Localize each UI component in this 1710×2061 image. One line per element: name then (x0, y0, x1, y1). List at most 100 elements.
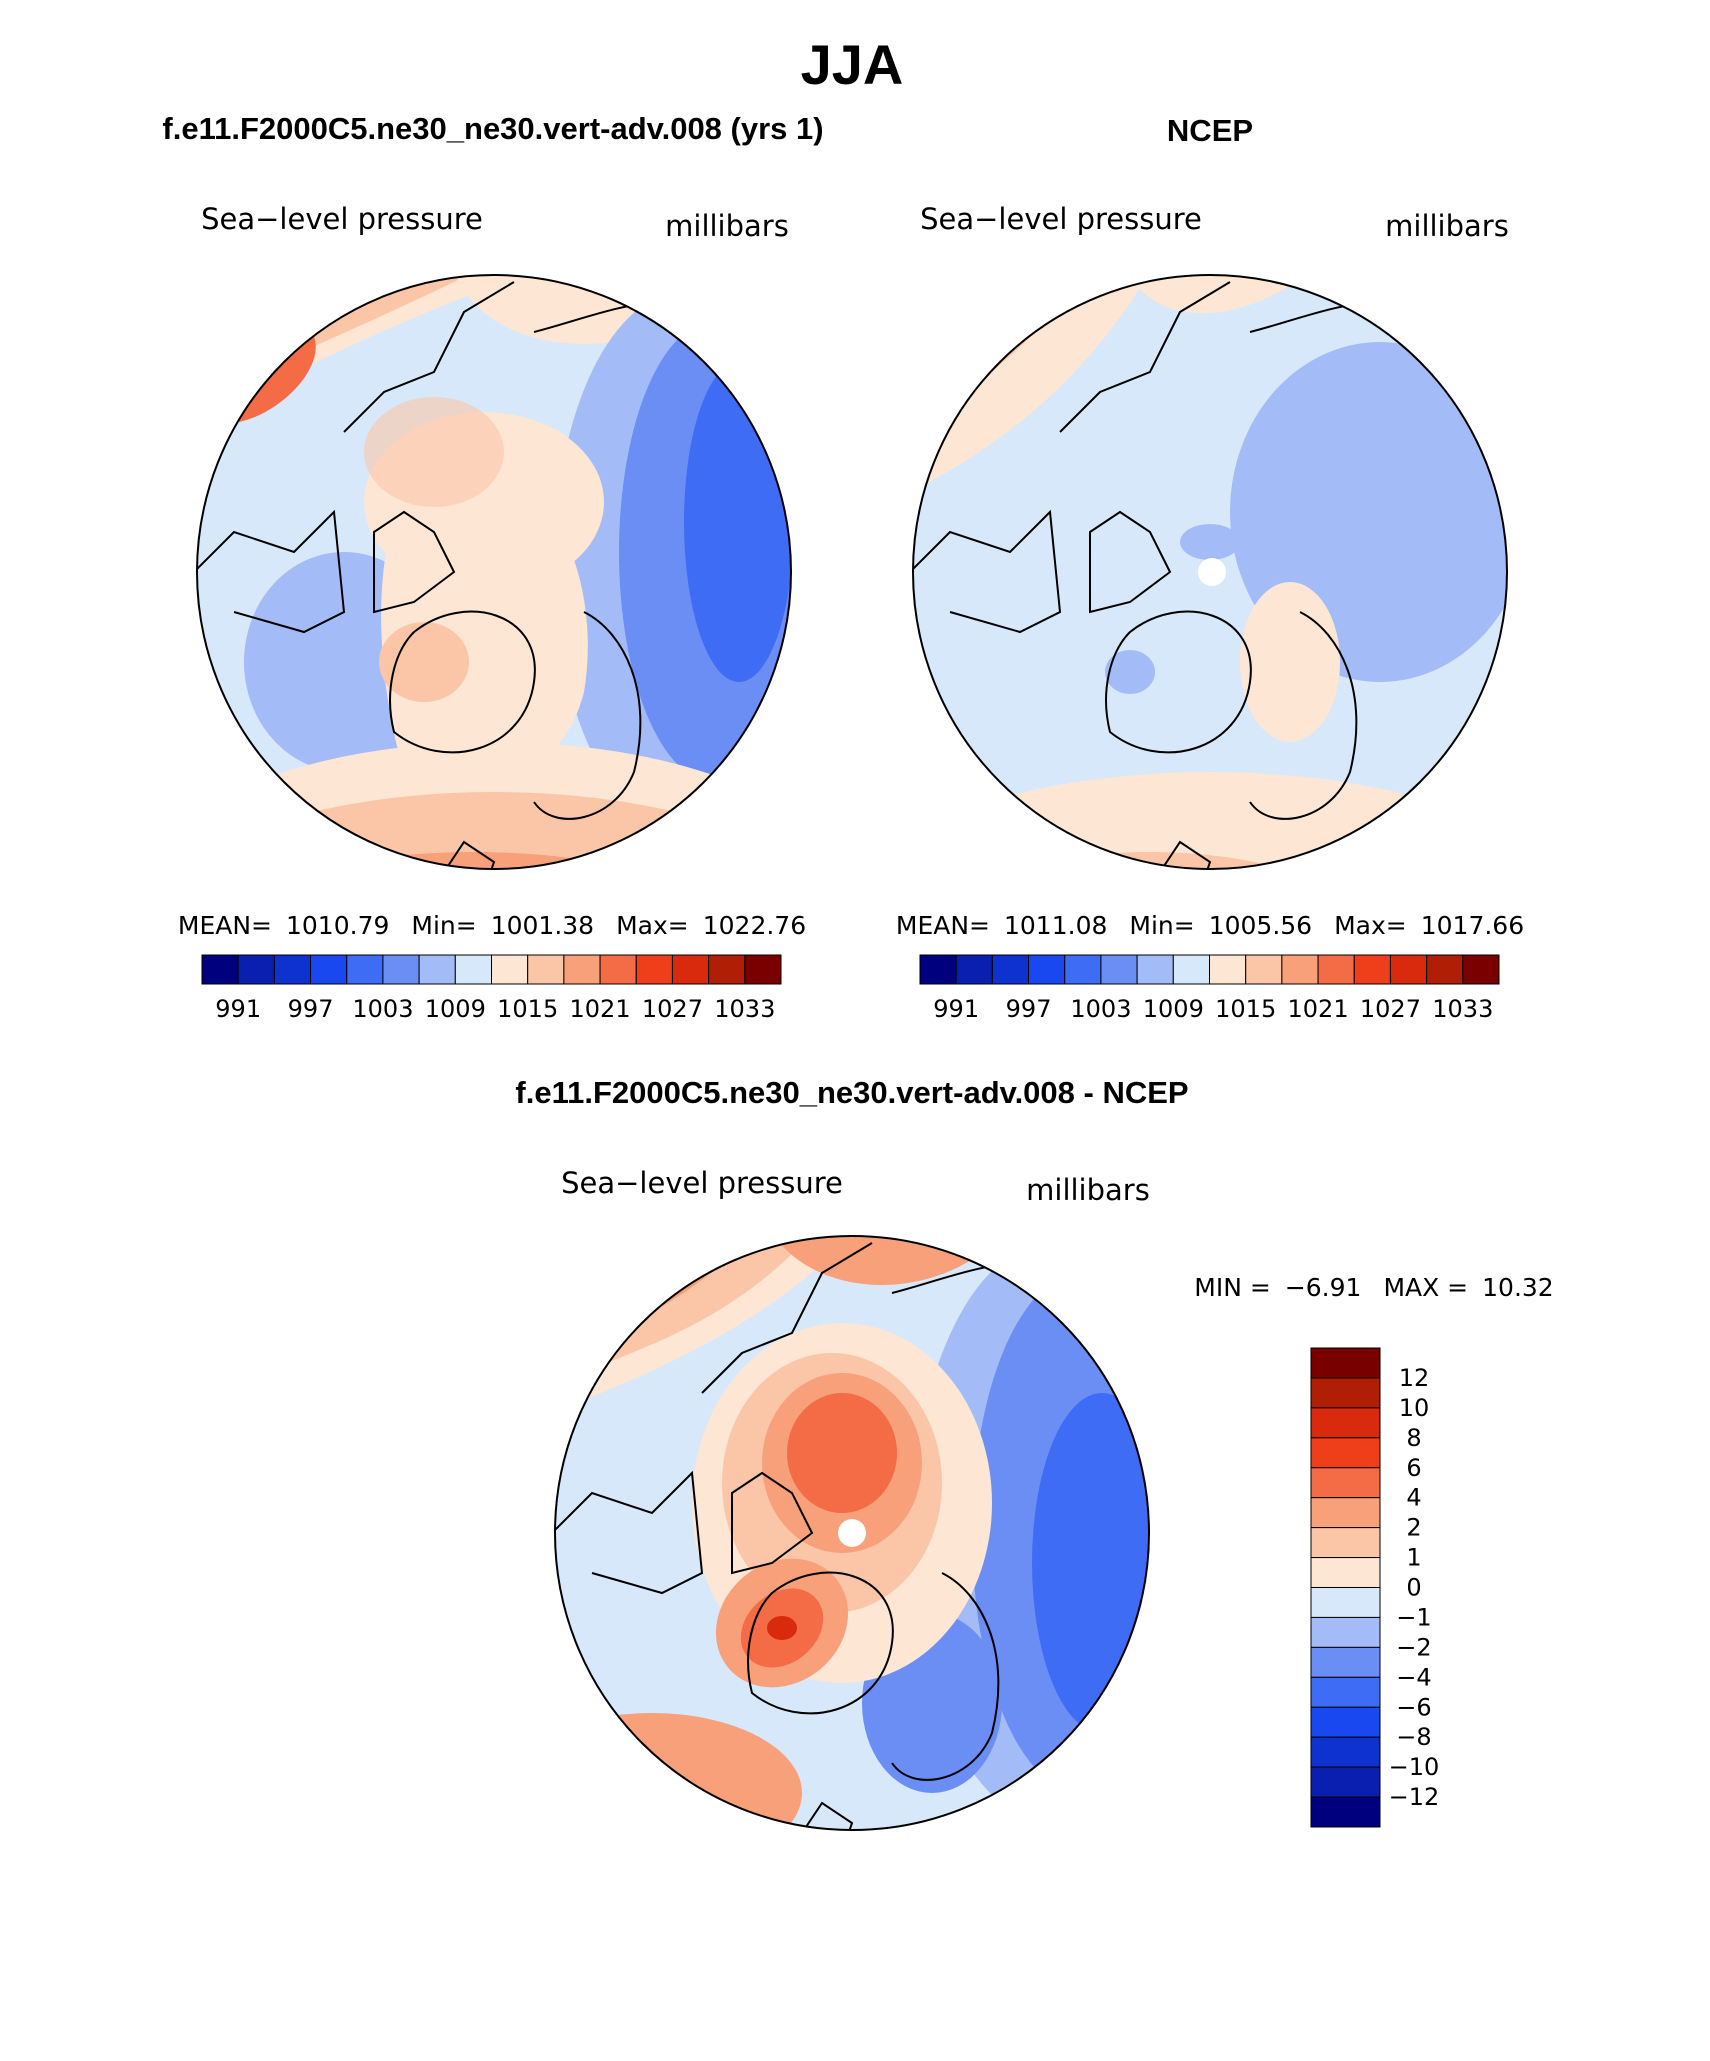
colorbar-box (1028, 954, 1066, 985)
colorbar-box (1100, 954, 1138, 985)
colorbar-label: −4 (1396, 1663, 1431, 1691)
stat-label: MEAN= (896, 911, 990, 940)
stat-label: Max= (1334, 911, 1407, 940)
colorbar-box (491, 954, 529, 985)
colorbar-label: 1027 (642, 995, 703, 1023)
panel-title: NCEP (1167, 113, 1253, 148)
colorbar-label: 4 (1406, 1484, 1421, 1512)
stat-label: MAX = (1383, 1273, 1468, 1302)
colorbar-box (1317, 954, 1355, 985)
colorbar-label: 991 (933, 995, 979, 1023)
colorbar-box (1281, 954, 1319, 985)
units-label: millibars (1026, 1173, 1150, 1207)
colorbar-box (744, 954, 782, 985)
figure-title: JJA (801, 33, 904, 96)
colorbar-box (1310, 1497, 1381, 1529)
colorbar-label: 1003 (1070, 995, 1131, 1023)
colorbar-box (1310, 1616, 1381, 1648)
colorbar-label: −2 (1396, 1633, 1431, 1661)
colorbar-label: −1 (1396, 1603, 1431, 1631)
colorbar-label: 8 (1406, 1424, 1421, 1452)
stat-label: MIN = (1194, 1273, 1271, 1302)
colorbar-label: −12 (1389, 1783, 1440, 1811)
stats: MIN = −6.91 MAX = 10.32 (1194, 1273, 1553, 1302)
colorbar-box (527, 954, 565, 985)
stat-label: Min= (1129, 911, 1194, 940)
units-label: millibars (1385, 209, 1509, 243)
stat-label: MEAN= (178, 911, 272, 940)
stat-value: 1005.56 (1209, 911, 1312, 940)
colorbar-box (1310, 1347, 1381, 1379)
colorbar-label: 997 (1006, 995, 1052, 1023)
colorbar-box (708, 954, 746, 985)
colorbar-label: 1003 (352, 995, 413, 1023)
stats: MEAN= 1010.79 Min= 1001.38 Max= 1022.76 (178, 911, 806, 940)
stat-value: 1022.76 (703, 911, 806, 940)
colorbar-label: 1033 (1432, 995, 1493, 1023)
colorbar-box (1310, 1437, 1381, 1469)
stat-value: −6.91 (1285, 1273, 1362, 1302)
colorbar-label: 1021 (1288, 995, 1349, 1023)
colorbar-box (1310, 1796, 1381, 1828)
colorbar-box (1310, 1377, 1381, 1409)
map (554, 1235, 1150, 1831)
colorbar-label: −6 (1396, 1693, 1431, 1721)
colorbar-box (1310, 1766, 1381, 1798)
stat-label: Max= (616, 911, 689, 940)
colorbar-label: 1021 (570, 995, 631, 1023)
colorbar-box (454, 954, 492, 985)
colorbar-label: 991 (215, 995, 261, 1023)
colorbar-box (1310, 1706, 1381, 1738)
colorbar-label: 12 (1399, 1364, 1430, 1392)
colorbar-box (635, 954, 673, 985)
stat-value: 1017.66 (1421, 911, 1524, 940)
panel-title: f.e11.F2000C5.ne30_ne30.vert-adv.008 (yr… (162, 111, 823, 146)
colorbar-box (418, 954, 456, 985)
colorbar-box (1209, 954, 1247, 985)
colorbar-label: 1027 (1360, 995, 1421, 1023)
stat-value: 10.32 (1482, 1273, 1554, 1302)
colorbar-box (1310, 1527, 1381, 1559)
stat-value: 1011.08 (1004, 911, 1107, 940)
colorbar-label: 1033 (714, 995, 775, 1023)
colorbar-box (991, 954, 1030, 985)
stat-value: 1001.38 (491, 911, 594, 940)
stat-label: Min= (411, 911, 476, 940)
colorbar-label: 1015 (1215, 995, 1276, 1023)
colorbar-label: 0 (1406, 1574, 1421, 1602)
colorbar-box (237, 954, 275, 985)
colorbar-label: 2 (1406, 1514, 1421, 1542)
colorbar-box (1310, 1557, 1381, 1588)
colorbar-label: 6 (1406, 1454, 1421, 1482)
colorbar-box (1136, 954, 1174, 985)
colorbar-label: 1 (1406, 1544, 1421, 1572)
colorbar-label: −10 (1389, 1753, 1440, 1781)
colorbar-box (382, 954, 420, 985)
colorbar-box (955, 954, 993, 985)
colorbar-label: 1009 (425, 995, 486, 1023)
colorbar-box (563, 954, 601, 985)
colorbar-box (1310, 1736, 1381, 1768)
variable-label: Sea−level pressure (920, 202, 1202, 236)
colorbar-box (1064, 954, 1102, 985)
colorbar-label: 10 (1399, 1394, 1430, 1422)
panel-title: f.e11.F2000C5.ne30_ne30.vert-adv.008 - N… (515, 1075, 1188, 1110)
variable-label: Sea−level pressure (561, 1166, 843, 1200)
colorbar-box (273, 954, 312, 985)
colorbar-box (1310, 1646, 1381, 1678)
colorbar-box (671, 954, 710, 985)
colorbar-box (346, 954, 384, 985)
colorbar-label: 997 (288, 995, 334, 1023)
colorbar-box (1172, 954, 1210, 985)
colorbar-box (1310, 1467, 1381, 1499)
colorbar-box (1462, 954, 1500, 985)
colorbar-box (1310, 1676, 1381, 1708)
colorbar-box (1353, 954, 1391, 985)
colorbar-box (201, 954, 239, 985)
colorbar-box (1389, 954, 1428, 985)
colorbar-box (919, 954, 957, 985)
colorbar-box (1310, 1407, 1381, 1439)
colorbar-label: 1015 (497, 995, 558, 1023)
variable-label: Sea−level pressure (201, 202, 483, 236)
